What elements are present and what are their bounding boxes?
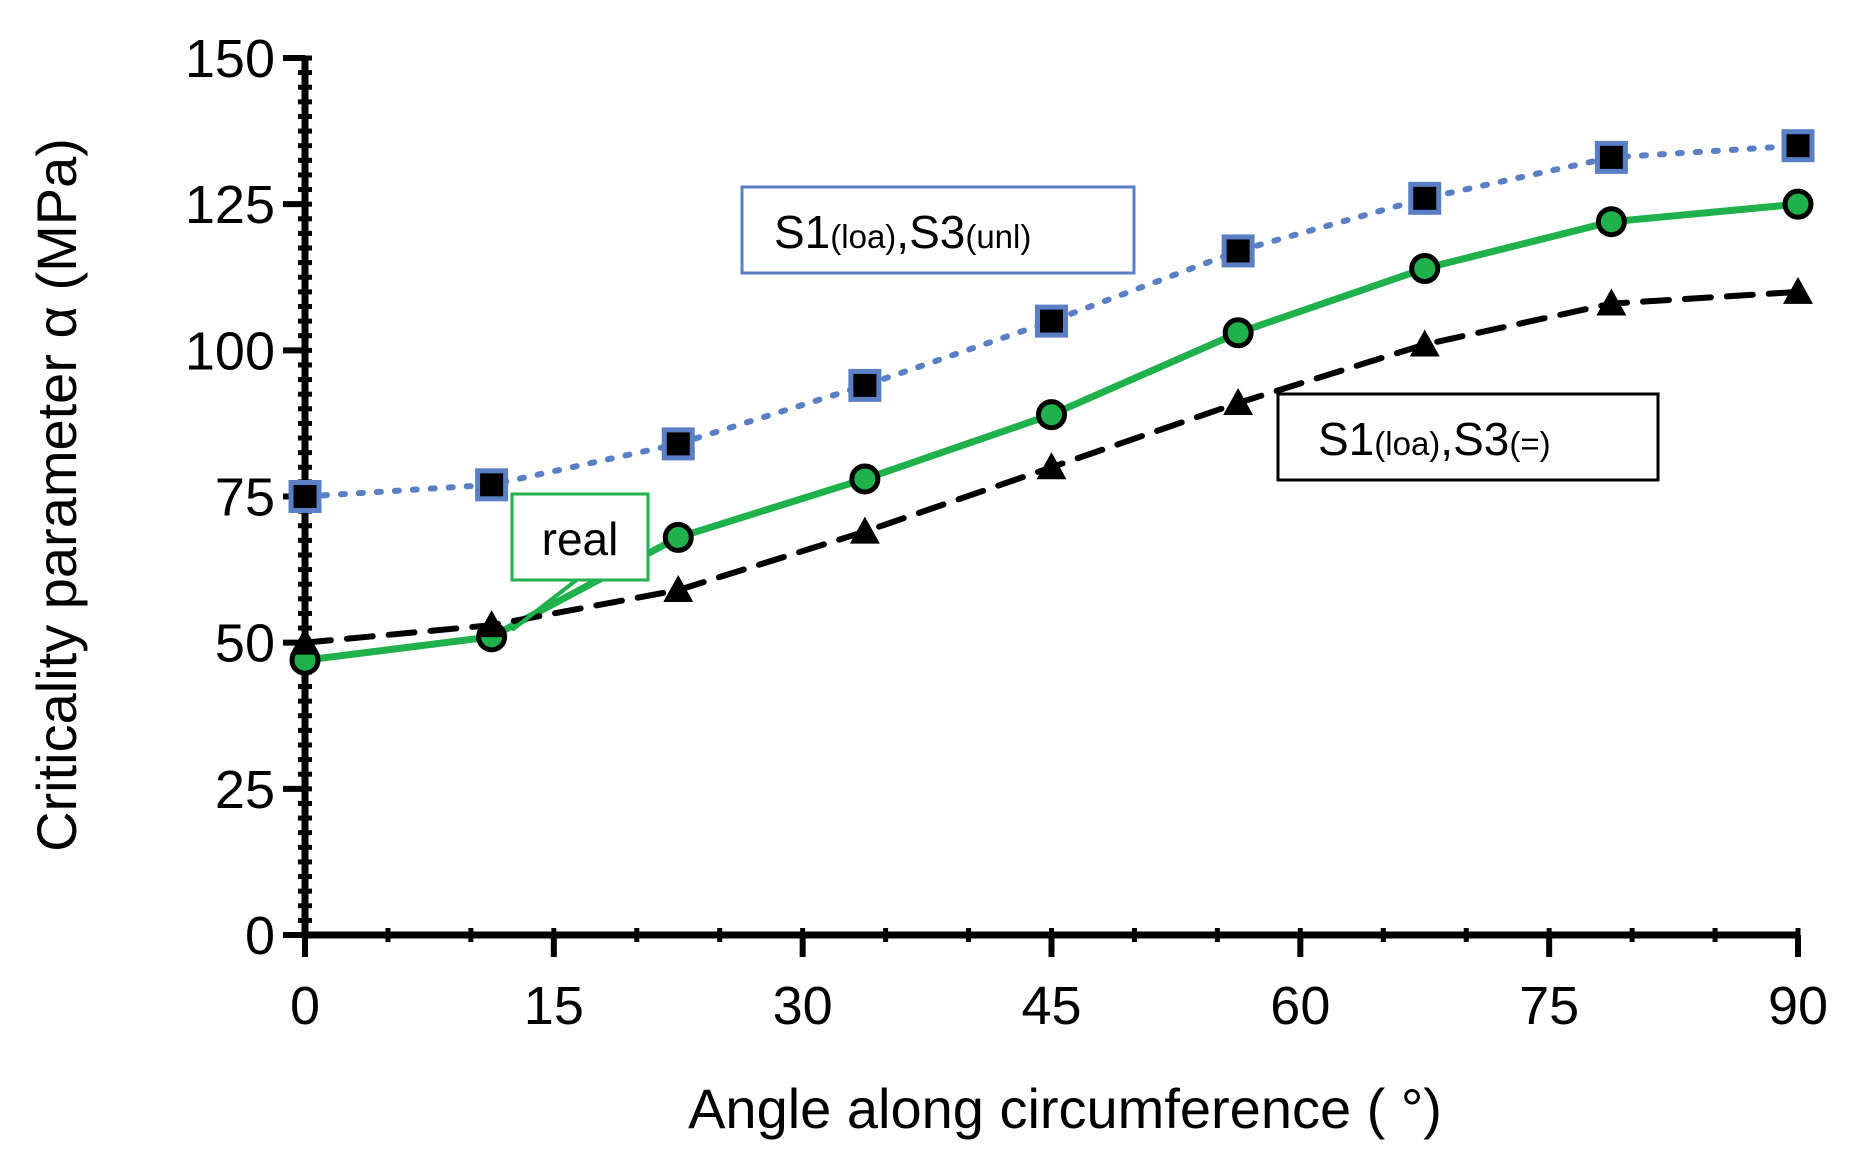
data-point-triangle [1036,452,1067,480]
annotation-real-label: real [542,513,619,565]
data-point-square [661,427,695,461]
annotation-s1-loa-s3-unl-label: S1(loa),S3(unl) [774,206,1031,258]
data-point-triangle [1596,288,1627,316]
y-tick-label: 150 [185,29,275,89]
x-tick-label: 60 [1270,976,1330,1036]
data-point-circle [1222,317,1254,349]
y-tick-label: 25 [215,760,275,820]
data-point-circle [849,463,881,495]
data-point-square [1408,181,1442,215]
data-point-triangle [1223,387,1254,415]
x-axis-title: Angle along circumference ( °) [688,1077,1442,1140]
data-point-circle [1036,399,1067,431]
annotation-real: real [510,492,650,632]
x-tick-label: 30 [773,976,833,1036]
data-point-circle [662,521,694,553]
y-tick-label: 50 [215,614,275,674]
data-point-circle [1782,188,1814,220]
data-point-triangle [1409,329,1440,357]
data-point-circle [1409,252,1441,284]
annotation-s1-loa-s3-unl: S1(loa),S3(unl) [740,185,1136,275]
series-layer [288,129,1815,676]
x-tick-label: 90 [1768,976,1828,1036]
data-point-circle [1595,206,1627,238]
data-point-square [848,368,882,402]
data-point-triangle [476,610,507,638]
y-axis-title: Criticality parameter α (MPa) [25,138,88,852]
annotation-s1-loa-s3-eq-label: S1(loa),S3(=) [1318,413,1551,465]
data-point-square [288,480,322,513]
data-point-square [1221,234,1255,268]
data-point-triangle [849,516,880,544]
data-point-square [1781,129,1815,163]
x-tick-label: 15 [524,976,584,1036]
data-point-triangle [663,575,694,603]
data-point-triangle [290,627,320,655]
y-tick-label: 0 [245,906,275,966]
data-point-square [475,468,509,502]
data-point-square [1594,140,1628,174]
x-tick-label: 45 [1021,976,1081,1036]
annotation-s1-loa-s3-eq: S1(loa),S3(=) [1276,392,1660,482]
y-tick-label: 75 [215,468,275,528]
data-point-triangle [1783,276,1813,304]
y-tick-label: 125 [185,175,275,235]
x-tick-label: 0 [290,976,320,1036]
x-tick-label: 75 [1519,976,1579,1036]
data-point-square [1035,304,1068,338]
y-tick-label: 100 [185,321,275,381]
tick-labels: 0 25 50 75 100 125 150 0 15 30 45 60 75 90 [185,29,1828,1036]
